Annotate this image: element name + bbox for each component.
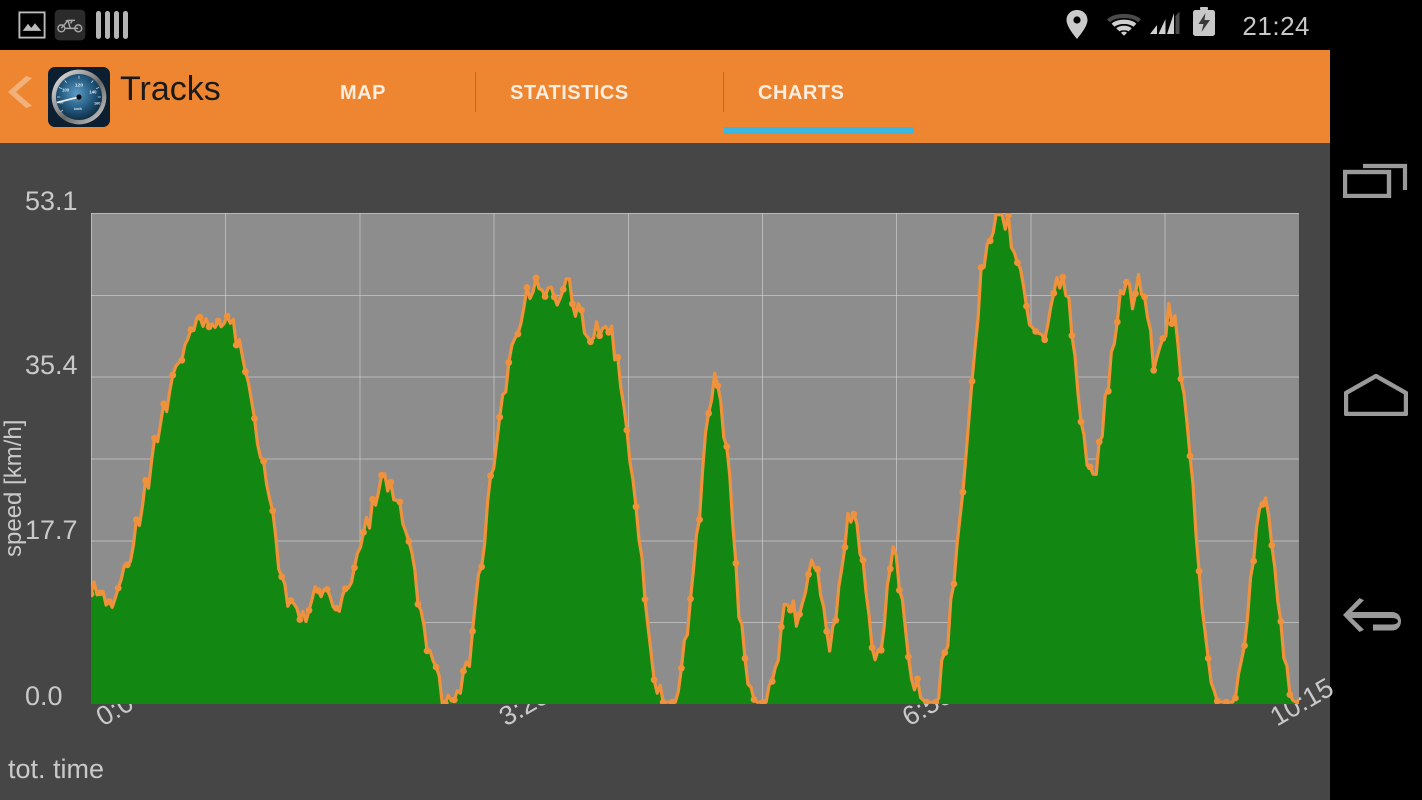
svg-text:km/h: km/h xyxy=(74,107,82,111)
svg-text:140: 140 xyxy=(89,89,97,94)
svg-text:120: 120 xyxy=(75,82,83,88)
svg-text:160: 160 xyxy=(94,102,100,106)
svg-text:100: 100 xyxy=(62,88,70,93)
